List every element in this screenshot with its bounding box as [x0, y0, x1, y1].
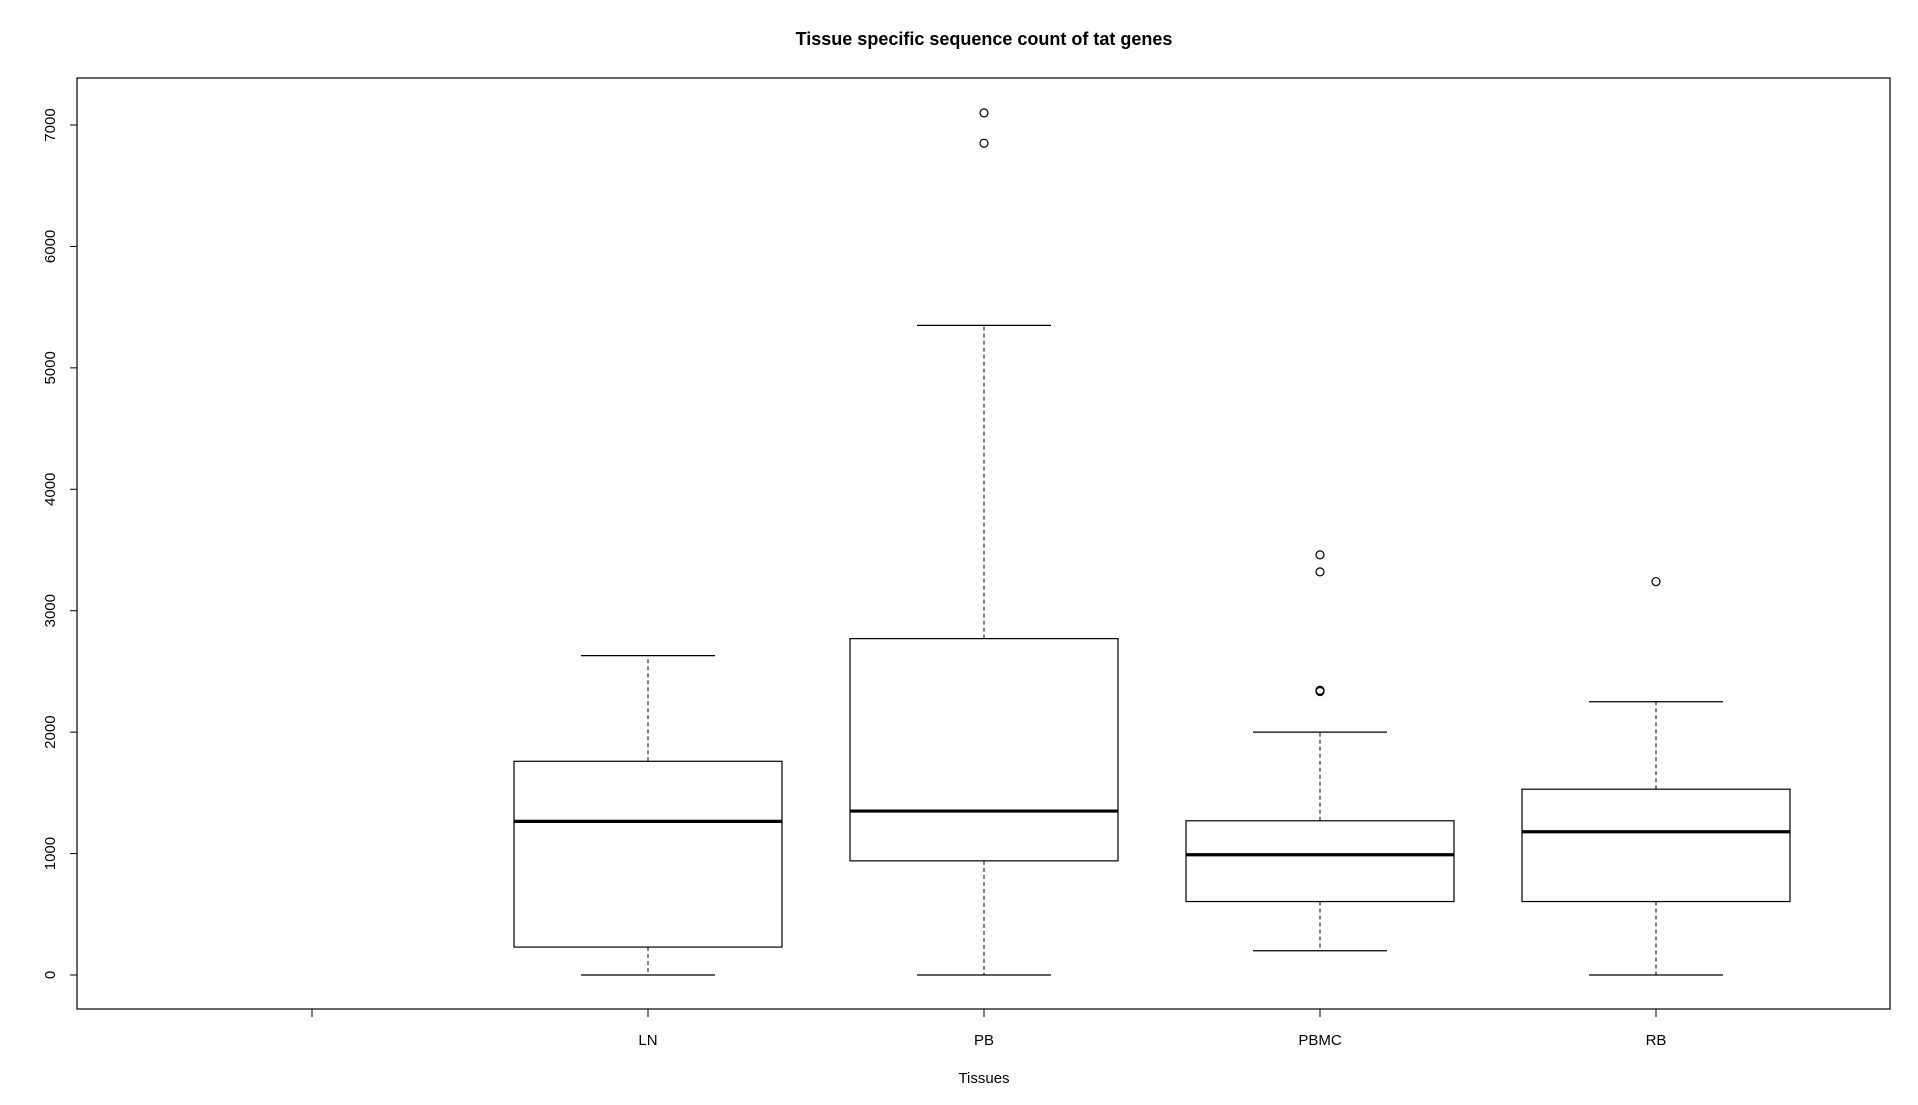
x-tick-label: RB [1646, 1032, 1667, 1049]
y-tick-label: 1000 [42, 837, 59, 870]
x-tick-label: LN [638, 1032, 657, 1049]
y-tick-label: 4000 [42, 473, 59, 506]
box-rb [1521, 788, 1791, 903]
box-ln [513, 760, 783, 948]
chart-title: Tissue specific sequence count of tat ge… [796, 29, 1173, 49]
x-axis-label: Tissues [958, 1070, 1009, 1087]
outlier-point-pbmc [1315, 567, 1325, 577]
outlier-point-rb [1651, 576, 1661, 587]
x-tick-label: PBMC [1298, 1032, 1342, 1049]
outlier-point-pbmc [1315, 550, 1325, 560]
outlier-point-pb [979, 138, 989, 148]
y-tick-label: 7000 [42, 108, 59, 141]
box-pbmc [1185, 820, 1455, 903]
box-pb [849, 638, 1119, 862]
y-tick-label: 2000 [42, 715, 59, 748]
outlier-point-pb [979, 108, 989, 118]
outlier-point-pbmc [1315, 685, 1325, 695]
y-tick-label: 3000 [42, 594, 59, 627]
x-tick-label: PB [974, 1032, 994, 1049]
y-tick-label: 5000 [42, 351, 59, 384]
y-tick-label: 0 [42, 971, 59, 979]
y-tick-label: 6000 [42, 230, 59, 263]
